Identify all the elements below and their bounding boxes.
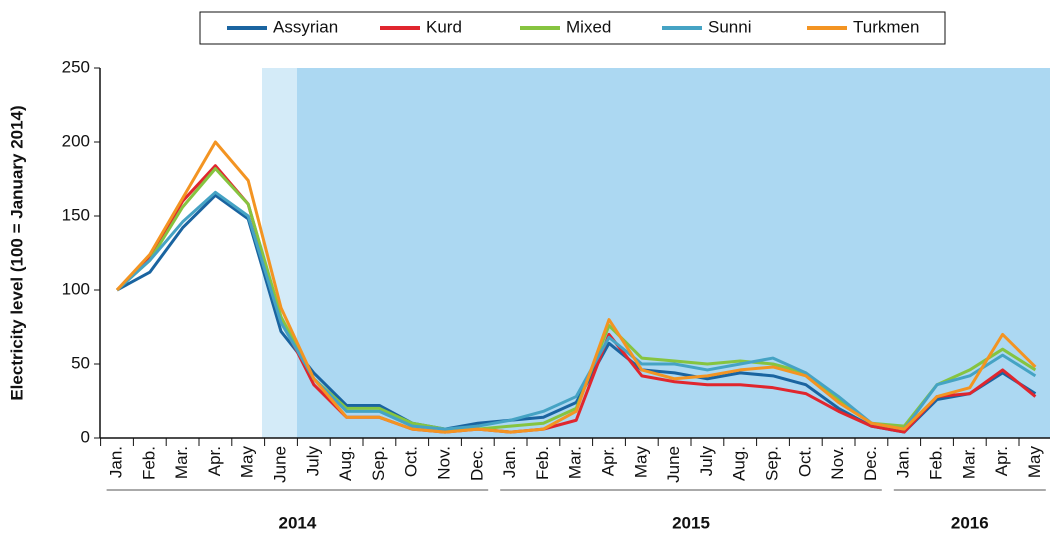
y-tick-label: 200	[62, 131, 90, 150]
legend-label: Assyrian	[273, 17, 338, 36]
x-tick-label: Nov.	[434, 446, 453, 480]
x-tick-label: Jan.	[500, 446, 519, 478]
x-tick-label: June	[270, 446, 289, 483]
year-label: 2015	[672, 513, 710, 532]
x-tick-label: Jan.	[106, 446, 125, 478]
y-tick-label: 100	[62, 279, 90, 298]
x-tick-label: Mar.	[172, 446, 191, 479]
x-tick-label: Mar.	[566, 446, 585, 479]
x-tick-label: Oct.	[795, 446, 814, 477]
x-tick-label: July	[697, 446, 716, 477]
legend-label: Mixed	[566, 17, 611, 36]
y-tick-label: 250	[62, 57, 90, 76]
legend-label: Sunni	[708, 17, 751, 36]
y-tick-label: 0	[81, 427, 90, 446]
x-tick-label: Apr.	[992, 446, 1011, 476]
x-tick-label: Aug.	[336, 446, 355, 481]
y-tick-label: 50	[71, 353, 90, 372]
x-tick-label: July	[303, 446, 322, 477]
x-tick-label: Feb.	[533, 446, 552, 480]
x-tick-label: Aug.	[730, 446, 749, 481]
x-tick-label: May	[238, 446, 257, 479]
x-tick-label: Sep.	[762, 446, 781, 481]
x-tick-label: Feb.	[139, 446, 158, 480]
x-tick-label: Apr.	[598, 446, 617, 476]
legend-label: Turkmen	[853, 17, 919, 36]
x-tick-label: Nov.	[828, 446, 847, 480]
x-tick-label: Mar.	[959, 446, 978, 479]
series-line	[115, 140, 1037, 434]
y-axis-label: Electricity level (100 = January 2014)	[7, 105, 26, 400]
x-tick-label: Sep.	[369, 446, 388, 481]
year-label: 2016	[951, 513, 989, 532]
x-tick-label: May	[1025, 446, 1044, 479]
x-tick-label: Feb.	[926, 446, 945, 480]
x-tick-label: Dec.	[861, 446, 880, 481]
x-tick-label: Oct.	[402, 446, 421, 477]
x-tick-label: June	[664, 446, 683, 483]
x-tick-label: May	[631, 446, 650, 479]
y-tick-label: 150	[62, 205, 90, 224]
x-tick-label: Apr.	[205, 446, 224, 476]
shaded-period	[297, 68, 1050, 438]
x-tick-label: Jan.	[894, 446, 913, 478]
legend-label: Kurd	[426, 17, 462, 36]
year-label: 2014	[278, 513, 316, 532]
x-tick-label: Dec.	[467, 446, 486, 481]
